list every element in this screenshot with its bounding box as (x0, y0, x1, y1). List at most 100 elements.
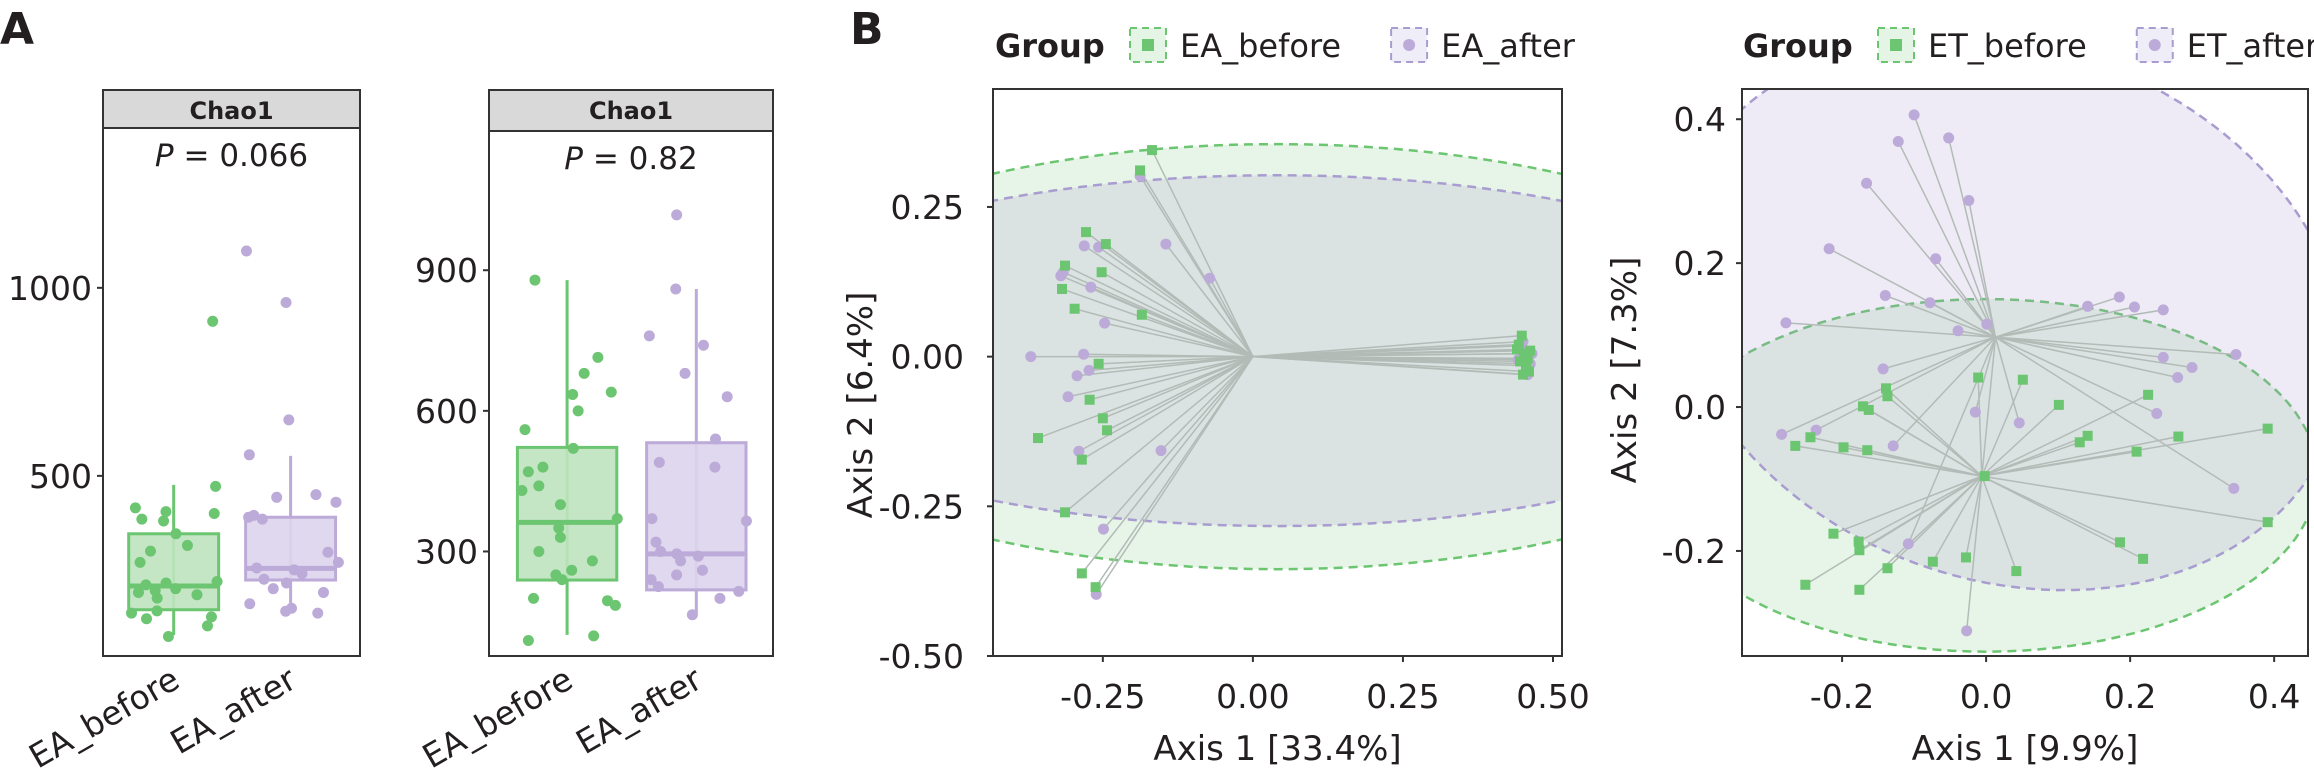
y-tick-label: 900 (415, 251, 478, 290)
pcoa-panel-1: -0.25 0.00 0.25 0.50 -0.50 -0.25 0.00 0.25 Axis … (841, 27, 1590, 769)
spider-line (1981, 394, 2149, 477)
spider-line (1252, 352, 1532, 358)
data-point (578, 367, 590, 379)
spider-line (1892, 336, 1997, 447)
data-point (191, 589, 203, 601)
spider-line (1995, 336, 2164, 359)
p-symbol: P (155, 138, 184, 174)
data-point (280, 296, 292, 308)
spider-line (1083, 353, 1253, 358)
data-point (522, 635, 534, 647)
data-point (650, 536, 662, 548)
spider-line (1083, 245, 1254, 358)
data-point (136, 513, 148, 525)
data-point-ET_before (2262, 517, 2273, 528)
data-point-EA_after (1062, 391, 1074, 403)
data-point (692, 550, 704, 562)
data-point (533, 545, 545, 557)
legend-circle-marker (1403, 39, 1416, 51)
data-point-ET_after (1981, 318, 1993, 330)
data-point (243, 511, 255, 523)
x-tick-label: 0.2 (2104, 677, 2156, 716)
data-point-ET_after (1780, 317, 1792, 329)
data-point (675, 555, 687, 567)
data-point (588, 630, 600, 642)
spider-line (1064, 264, 1254, 358)
data-point (655, 545, 667, 557)
spider-line (1095, 356, 1254, 595)
data-point (679, 367, 691, 379)
spider-line (1981, 475, 2018, 572)
data-point-ET_after (1776, 428, 1788, 440)
spider-line (1965, 475, 1983, 558)
data-point-EA_before (1513, 339, 1524, 350)
data-point (554, 531, 566, 543)
spider-line (1074, 308, 1254, 358)
data-point-EA_after (1204, 272, 1216, 284)
spider-line (1252, 355, 1531, 365)
spider-line (1885, 294, 1996, 338)
p-value-label: P = 0.066 (155, 138, 308, 174)
data-point (602, 595, 614, 607)
data-point-ET_before (1927, 556, 1938, 567)
x-tick-label: 0.25 (1366, 677, 1439, 716)
data-point-EA_after (1078, 348, 1090, 360)
data-point-ET_before (1828, 528, 1839, 539)
data-point (671, 209, 683, 221)
data-point (537, 461, 549, 473)
x-tick-label: -0.2 (1810, 677, 1874, 716)
spider-line (1858, 475, 1983, 543)
data-point-ET_after (2113, 291, 2125, 303)
data-point-ET_after (1902, 538, 1914, 550)
spider-line (1252, 340, 1524, 358)
spider-line (1064, 356, 1254, 513)
plot-frame (992, 88, 1563, 657)
data-point (609, 599, 621, 611)
confidence-ellipse-EA_after (993, 173, 1562, 528)
data-point-EA_after (1071, 370, 1083, 382)
data-point (529, 274, 541, 286)
data-point-EA_before (1516, 330, 1527, 341)
spider-line (1252, 355, 1528, 376)
data-point (322, 546, 334, 558)
spider-line (1885, 387, 1983, 477)
data-point-ET_before (1805, 432, 1816, 443)
spider-line (1995, 296, 2120, 338)
data-point (170, 528, 182, 540)
spider-line (1088, 355, 1253, 372)
spider-line (1102, 356, 1254, 530)
y-tick-label: 0.2 (1674, 244, 1726, 283)
data-point-EA_before (1102, 425, 1113, 436)
data-point-EA_after (1155, 445, 1167, 457)
data-point-ET_after (1861, 177, 1873, 189)
data-point (281, 577, 293, 589)
data-point-ET_before (1800, 579, 1811, 590)
spider-line (1867, 449, 1982, 477)
x-tick-label: EA_after (164, 659, 303, 762)
p-value: = 0.82 (593, 141, 698, 177)
data-point (310, 489, 322, 501)
data-point (151, 605, 163, 617)
data-point (522, 466, 534, 478)
data-point (709, 433, 721, 445)
data-point (207, 315, 219, 327)
data-point-EA_before (1033, 433, 1044, 444)
data-point (141, 613, 153, 625)
data-point-ET_before (1857, 401, 1868, 412)
x-tick-label: EA_before (416, 659, 579, 776)
data-point-EA_before (1069, 303, 1080, 314)
spider-line (1981, 435, 2179, 477)
data-point (643, 330, 655, 342)
data-point-ET_before (1882, 563, 1893, 574)
data-point (296, 568, 308, 580)
data-point-EA_before (1090, 582, 1101, 593)
y-tick-label: -0.50 (879, 637, 964, 676)
data-point-ET_before (1838, 442, 1849, 453)
data-point (256, 513, 268, 525)
data-point-ET_before (2115, 537, 2126, 548)
data-point (721, 391, 733, 403)
data-point-EA_before (1147, 145, 1158, 156)
data-point (686, 609, 698, 621)
x-tick-label: 0.0 (1960, 677, 2012, 716)
